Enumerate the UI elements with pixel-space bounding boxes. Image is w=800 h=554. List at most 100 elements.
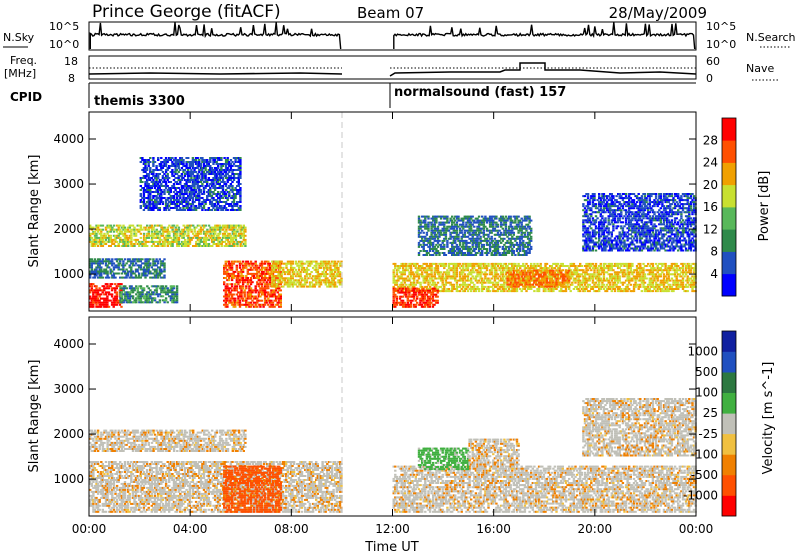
scatter-cell — [296, 263, 298, 265]
scatter-cell — [105, 269, 107, 271]
scatter-cell — [198, 171, 200, 173]
scatter-cell — [110, 231, 112, 233]
scatter-cell — [239, 187, 241, 189]
scatter-cell — [187, 169, 189, 171]
scatter-cell — [130, 241, 132, 243]
scatter-cell — [393, 278, 395, 280]
scatter-cell — [399, 267, 401, 269]
scatter-cell — [312, 267, 314, 269]
scatter-cell — [230, 183, 232, 185]
scatter-cell — [111, 289, 113, 291]
scatter-cell — [198, 243, 200, 245]
scatter-cell — [225, 171, 227, 173]
scatter-cell — [326, 273, 328, 275]
scatter-cell — [197, 179, 199, 181]
scatter-cell — [236, 203, 238, 205]
scatter-cell — [211, 167, 213, 169]
scatter-cell — [273, 279, 275, 281]
scatter-cell — [130, 239, 132, 241]
scatter-cell — [148, 165, 150, 167]
scatter-cell — [195, 241, 197, 243]
scatter-cell — [116, 241, 118, 243]
scatter-cell — [459, 263, 461, 265]
scatter-cell — [326, 265, 328, 267]
scatter-cell — [256, 265, 258, 267]
scatter-cell — [149, 258, 151, 260]
scatter-cell — [233, 179, 235, 181]
scatter-cell — [149, 167, 151, 169]
scatter-cell — [405, 267, 407, 269]
scatter-cell — [298, 279, 300, 281]
scatter-cell — [266, 267, 268, 269]
scatter-cell — [239, 183, 241, 185]
scatter-cell — [163, 179, 165, 181]
scatter-cell — [198, 207, 200, 209]
scatter-cell — [113, 225, 115, 227]
scatter-cell — [440, 271, 442, 273]
scatter-cell — [258, 277, 260, 279]
scatter-cell — [170, 181, 172, 183]
scatter-cell — [187, 189, 189, 191]
scatter-cell — [397, 269, 399, 271]
scatter-cell — [467, 286, 469, 288]
scatter-cell — [465, 288, 467, 290]
freq-label: Freq. — [10, 54, 37, 67]
scatter-cell — [124, 227, 126, 229]
scatter-cell — [470, 273, 472, 275]
scatter-cell — [178, 187, 180, 189]
scatter-cell — [143, 233, 145, 235]
scatter-cell — [116, 260, 118, 262]
scatter-cell — [138, 245, 140, 247]
scatter-cell — [208, 177, 210, 179]
scatter-cell — [231, 165, 233, 167]
scatter-cell — [173, 195, 175, 197]
scatter-cell — [105, 262, 107, 264]
scatter-cell — [250, 261, 252, 263]
scatter-cell — [162, 295, 164, 297]
scatter-cell — [152, 179, 154, 181]
scatter-cell — [168, 225, 170, 227]
scatter-cell — [394, 275, 396, 277]
scatter-cell — [216, 161, 218, 163]
scatter-cell — [277, 271, 279, 273]
scatter-cell — [204, 167, 206, 169]
scatter-cell — [140, 179, 142, 181]
scatter-cell — [410, 269, 412, 271]
scatter-cell — [127, 229, 129, 231]
scatter-cell — [448, 288, 450, 290]
scatter-cell — [251, 281, 253, 283]
scatter-cell — [239, 195, 241, 197]
scatter-cell — [203, 163, 205, 165]
scatter-cell — [275, 269, 277, 271]
scatter-cell — [165, 285, 167, 287]
scatter-cell — [97, 298, 99, 300]
scatter-cell — [151, 245, 153, 247]
scatter-cell — [140, 193, 142, 195]
scatter-cell — [165, 297, 167, 299]
scatter-cell — [91, 287, 93, 289]
scatter-cell — [160, 163, 162, 165]
scatter-cell — [133, 260, 135, 262]
scatter-cell — [178, 229, 180, 231]
scatter-cell — [176, 173, 178, 175]
scatter-cell — [167, 203, 169, 205]
scatter-cell — [149, 205, 151, 207]
scatter-cell — [204, 187, 206, 189]
scatter-cell — [413, 280, 415, 282]
scatter-cell — [276, 265, 278, 267]
scatter-cell — [445, 284, 447, 286]
scatter-cell — [152, 291, 154, 293]
scatter-cell — [173, 197, 175, 199]
scatter-cell — [405, 263, 407, 265]
scatter-cell — [160, 179, 162, 181]
scatter-cell — [176, 235, 178, 237]
scatter-cell — [181, 191, 183, 193]
scatter-cell — [258, 271, 260, 273]
scatter-cell — [133, 245, 135, 247]
scatter-cell — [184, 175, 186, 177]
scatter-cell — [108, 306, 110, 308]
scatter-cell — [133, 231, 135, 233]
scatter-cell — [334, 281, 336, 283]
scatter-cell — [173, 175, 175, 177]
scatter-cell — [106, 304, 108, 306]
